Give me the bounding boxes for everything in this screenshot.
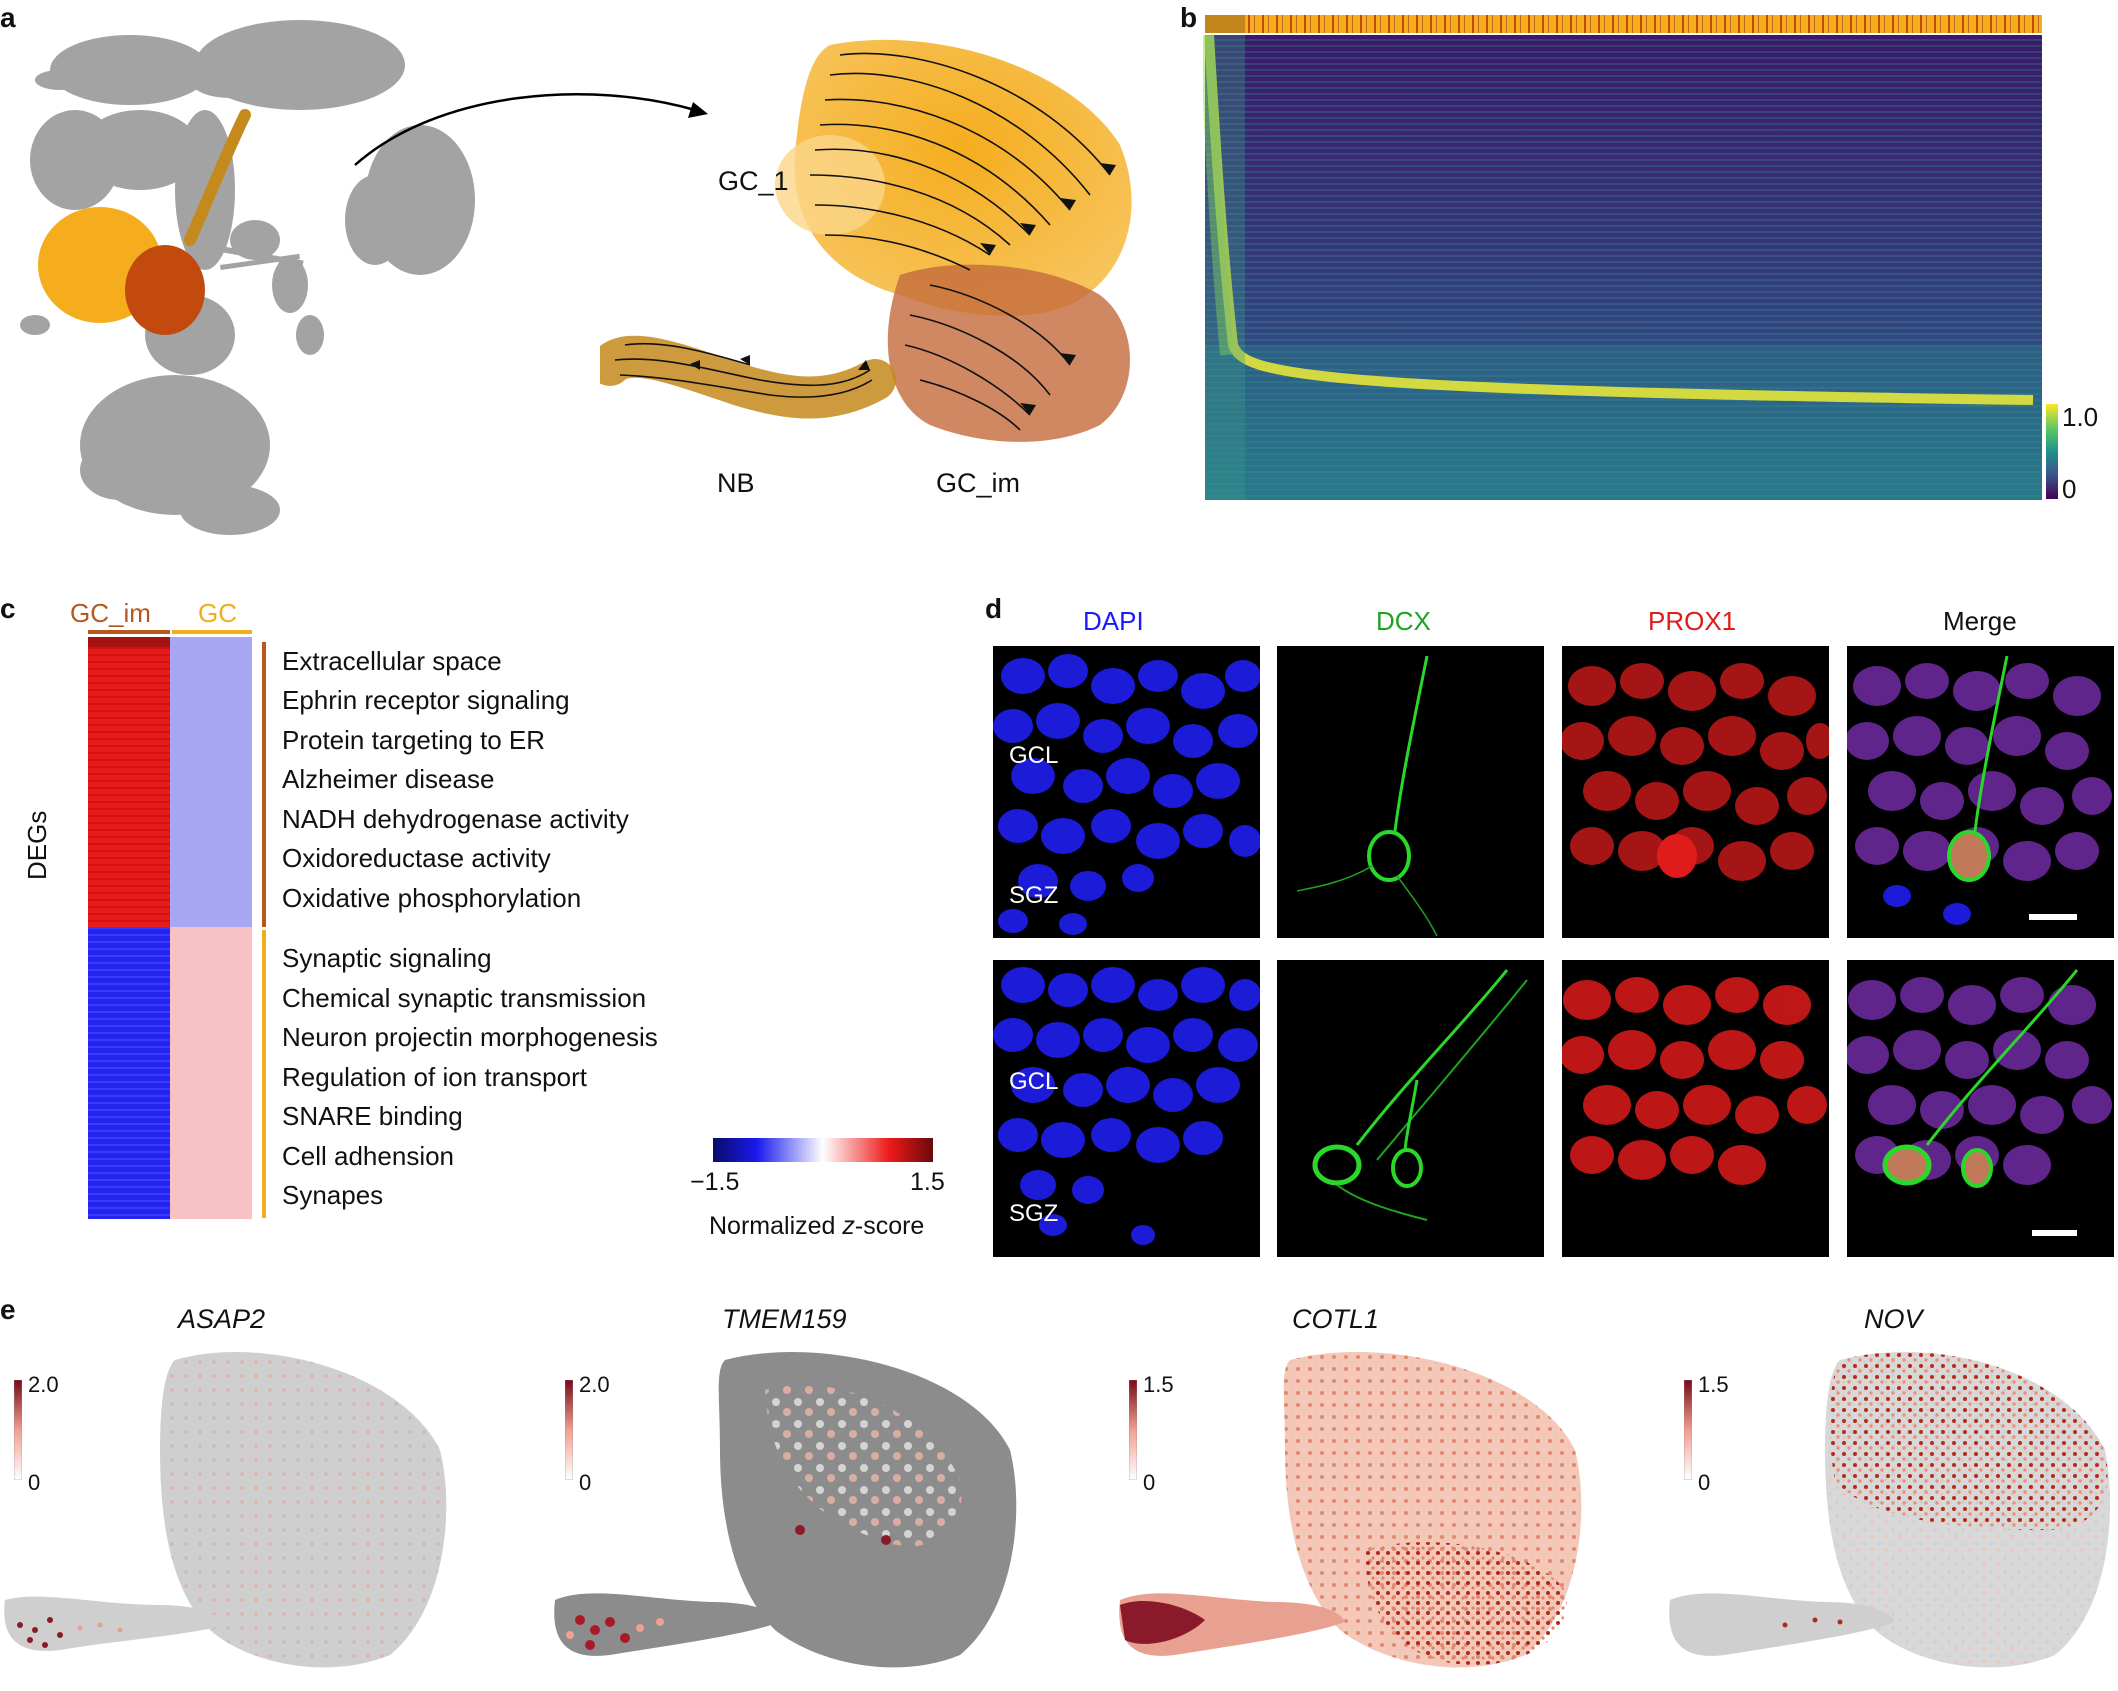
panel-a-label: a <box>0 2 16 33</box>
gene-colorbar-asap2 <box>14 1380 22 1480</box>
micrograph-dcx-row2 <box>1277 960 1544 1257</box>
channel-title-dcx: DCX <box>1376 606 1431 636</box>
panel-c-label: c <box>0 593 16 624</box>
layer-label-gcl: GCL <box>1009 742 1059 769</box>
panel-d-label: d <box>985 593 1003 624</box>
cluster-label-nb: NB <box>717 468 755 498</box>
panel-c-header-bar-gcim <box>88 630 170 634</box>
umap-feature-tmem159 <box>554 1352 1017 1668</box>
panel-b-heatmap <box>1203 15 2042 500</box>
layer-label-gcl: GCL <box>1009 1068 1059 1095</box>
gene-colorbar-tmem159 <box>565 1380 573 1480</box>
gene-colorbar-cotl1 <box>1129 1380 1137 1480</box>
umap-feature-asap2 <box>4 1352 447 1668</box>
micrograph-prox1-row2 <box>1562 960 1829 1257</box>
panel-a-zoom-umap <box>600 39 1132 442</box>
gene-title-asap2: ASAP2 <box>178 1304 266 1334</box>
micrograph-dapi-row2 <box>993 960 1260 1257</box>
panel-c-header-bar-gc <box>172 630 252 634</box>
panel-c-colorbar-max: 1.5 <box>910 1168 945 1196</box>
gene-colorbar-min: 0 <box>1698 1470 1711 1495</box>
micrograph-prox1-row1 <box>1562 646 1829 938</box>
panel-c-header-gcim: GC_im <box>70 598 151 628</box>
go-term: Protein targeting to ER <box>282 725 546 755</box>
go-term: Alzheimer disease <box>282 764 495 794</box>
micrograph-dapi-row1 <box>993 646 1260 938</box>
panel-c-colorbar-title: Normalized z-score <box>709 1212 925 1240</box>
umap-feature-nov <box>1669 1352 2110 1668</box>
gene-title-tmem159: TMEM159 <box>722 1304 847 1334</box>
channel-title-prox1: PROX1 <box>1648 606 1737 636</box>
gene-colorbar-min: 0 <box>579 1470 592 1495</box>
gene-colorbar-min: 0 <box>28 1470 41 1495</box>
panel-e-label: e <box>0 1294 16 1325</box>
layer-label-sgz: SGZ <box>1009 882 1059 909</box>
panel-c-colorbar-min: −1.5 <box>690 1168 740 1196</box>
cluster-label-gc1: GC_1 <box>718 166 789 196</box>
panel-b-colorbar <box>2046 404 2058 499</box>
panel-a-umap <box>20 20 475 535</box>
go-term: Synaptic signaling <box>282 943 492 973</box>
gene-title-nov: NOV <box>1864 1304 1923 1334</box>
panel-c-group-bar-up <box>262 642 266 927</box>
panel-c-heatmap <box>88 637 252 1219</box>
gene-colorbar-min: 0 <box>1143 1470 1156 1495</box>
go-term: Oxidoreductase activity <box>282 843 551 873</box>
go-term: Regulation of ion transport <box>282 1062 587 1092</box>
go-term: Cell adhension <box>282 1141 455 1171</box>
panel-c-colorbar <box>713 1138 933 1162</box>
gene-colorbar-max: 2.0 <box>579 1372 610 1397</box>
panel-a-arrow <box>354 93 708 166</box>
micrograph-merge-row2 <box>1847 960 2114 1257</box>
go-term: Oxidative phosphorylation <box>282 883 582 913</box>
go-term: NADH dehydrogenase activity <box>282 804 629 834</box>
panel-b-label: b <box>1180 2 1198 33</box>
panel-c-header-gc: GC <box>198 598 237 628</box>
go-term: Chemical synaptic transmission <box>282 983 647 1013</box>
layer-label-sgz: SGZ <box>1009 1200 1059 1227</box>
umap-feature-cotl1 <box>1119 1352 1582 1668</box>
gene-colorbar-nov <box>1684 1380 1692 1480</box>
go-term: SNARE binding <box>282 1101 463 1131</box>
go-term: Ephrin receptor signaling <box>282 685 570 715</box>
panel-b-colorbar-min: 0 <box>2062 474 2077 504</box>
channel-title-merge: Merge <box>1943 606 2017 636</box>
panel-c-group-bar-down <box>262 930 266 1218</box>
panel-b-colorbar-max: 1.0 <box>2062 402 2099 432</box>
gene-colorbar-max: 2.0 <box>28 1372 59 1397</box>
go-term: Extracellular space <box>282 646 502 676</box>
gene-colorbar-max: 1.5 <box>1698 1372 1729 1397</box>
gene-colorbar-max: 1.5 <box>1143 1372 1174 1397</box>
panel-c-ylabel: DEGs <box>22 810 52 880</box>
gene-title-cotl1: COTL1 <box>1292 1304 1380 1334</box>
go-term: Neuron projectin morphogenesis <box>282 1022 658 1052</box>
cluster-label-gcim: GC_im <box>936 468 1021 498</box>
micrograph-merge-row1 <box>1847 646 2114 938</box>
micrograph-dcx-row1 <box>1277 646 1544 938</box>
channel-title-dapi: DAPI <box>1083 606 1144 636</box>
go-term: Synapes <box>282 1180 384 1210</box>
